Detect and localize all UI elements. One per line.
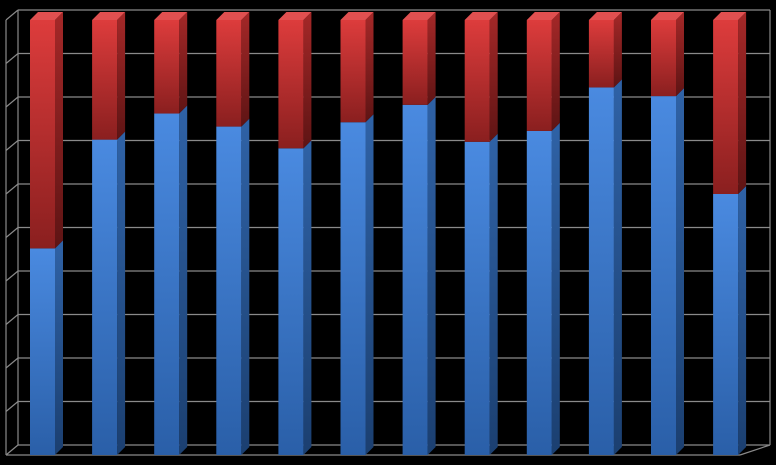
bar-red-top-5 [278, 12, 312, 20]
bar-red-side-6 [365, 12, 374, 123]
bar-blue-side-11 [676, 88, 684, 455]
bar-blue-8 [464, 141, 490, 456]
gridline-diagonal [5, 183, 19, 195]
bar-red-11 [651, 20, 676, 97]
floor-right-edge [739, 444, 771, 456]
bar-red-side-10 [613, 12, 622, 88]
bar-red-side-7 [427, 12, 436, 105]
bar-red-1 [30, 20, 55, 249]
bar-blue-side-4 [241, 118, 250, 455]
bar-red-top-7 [402, 12, 436, 20]
gridline-diagonal [5, 401, 19, 412]
bar-blue-1 [30, 248, 55, 455]
bar-red-top-6 [340, 12, 374, 20]
bar-red-3 [154, 20, 180, 114]
bar-red-top-12 [713, 12, 747, 20]
bar-red-side-9 [551, 12, 560, 131]
bar-blue-7 [402, 104, 428, 455]
bar-red-2 [92, 20, 118, 140]
gridline-diagonal [5, 270, 19, 282]
bar-red-top-8 [464, 12, 498, 20]
bar-red-side-1 [55, 12, 63, 249]
gridline-diagonal [5, 96, 19, 108]
bar-red-5 [278, 20, 304, 149]
bar-blue-side-10 [613, 79, 622, 456]
bar-red-side-11 [676, 12, 684, 97]
bar-red-top-9 [526, 12, 560, 20]
bar-red-side-3 [179, 12, 188, 114]
gridline-diagonal [5, 314, 19, 325]
bar-red-4 [216, 20, 242, 127]
bar-blue-12 [713, 194, 739, 455]
bar-blue-9 [526, 130, 552, 456]
bar-red-side-8 [489, 12, 498, 142]
bar-red-9 [526, 20, 552, 131]
bar-blue-2 [92, 139, 118, 455]
bar-red-side-5 [303, 12, 312, 149]
bar-red-side-2 [117, 12, 126, 140]
bar-blue-side-9 [551, 122, 560, 456]
bar-blue-side-8 [489, 133, 498, 456]
gridline-diagonal [5, 53, 19, 64]
gridline-diagonal [5, 357, 19, 369]
bar-blue-10 [588, 87, 614, 456]
bar-blue-side-2 [117, 131, 126, 455]
bar-red-7 [402, 20, 428, 105]
gridline-diagonal [5, 444, 19, 456]
bar-blue-11 [651, 96, 676, 455]
gridline-diagonal [5, 140, 19, 151]
bar-blue-side-3 [179, 105, 188, 456]
bar-red-top-11 [651, 12, 684, 20]
gridline-diagonal [5, 9, 19, 21]
bar-blue-side-5 [303, 140, 312, 455]
bar-red-6 [340, 20, 366, 123]
bar-blue-3 [154, 113, 180, 456]
bar-blue-side-12 [738, 186, 747, 455]
bar-blue-5 [278, 148, 304, 455]
bar-red-side-12 [738, 12, 747, 194]
gridline-diagonal [5, 227, 19, 238]
bar-red-12 [713, 20, 739, 194]
gridlines [5, 9, 771, 456]
bar-blue-4 [216, 126, 242, 455]
bar-red-8 [464, 20, 490, 142]
bar-blue-side-1 [55, 240, 63, 455]
bar-red-top-10 [588, 12, 622, 20]
bars [30, 12, 747, 456]
bar-red-top-2 [92, 12, 126, 20]
bar-red-side-4 [241, 12, 250, 127]
bar-red-10 [588, 20, 614, 88]
bar-blue-side-6 [365, 114, 374, 455]
bar-blue-side-7 [427, 96, 436, 455]
bar-red-top-1 [30, 12, 63, 20]
bar-red-top-4 [216, 12, 250, 20]
bar-red-top-3 [154, 12, 188, 20]
bar-blue-6 [340, 122, 366, 455]
